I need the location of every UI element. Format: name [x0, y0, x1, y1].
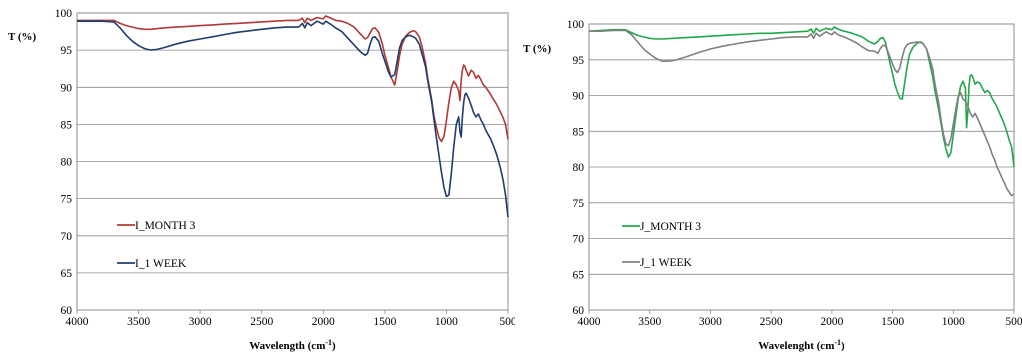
chart-0-legend-label-1: I_MONTH 3 [135, 220, 196, 232]
chart-1-x-tick-label: 2000 [820, 316, 843, 328]
chart-0-y-tick-label: 85 [61, 119, 73, 131]
chart-1-x-axis-label: Wavelenght (cm-1) [758, 338, 845, 353]
chart-0-series-line-2 [77, 20, 509, 218]
chart-panel-i: 60 65 70 75 80 85 90 95 100 4000 3500 3000 2500 2000 1… [8, 8, 515, 353]
chart-1-legend-label-2: J_1 WEEK [640, 257, 693, 269]
chart-1-y-tick-label: 85 [573, 126, 585, 138]
chart-1-y-tick-label: 60 [573, 305, 585, 317]
chart-1-y-tick-label: 70 [573, 234, 585, 246]
chart-0-y-tick-label: 65 [61, 268, 73, 280]
chart-0-y-tick-label: 75 [61, 194, 73, 206]
chart-1-y-tick-label: 95 [573, 55, 585, 67]
chart-0-x-axis-label: Wavelength (cm-1) [249, 338, 336, 353]
chart-panel-j: 60 65 70 75 80 85 90 95 100 4000 3500 3000 2500 2000 1… [515, 0, 1022, 354]
chart-1-x-tick-label: 3000 [699, 316, 722, 328]
chart-0-series-line-1 [77, 15, 509, 143]
chart-0-x-tick-label: 500 [499, 316, 515, 328]
chart-1-x-tick-label: 1500 [881, 316, 904, 328]
chart-0-y-tick-label: 90 [61, 82, 73, 94]
chart-0-plot-frame [76, 12, 509, 311]
chart-1-x-tick-label: 3500 [638, 316, 661, 328]
chart-1-y-tick-label: 75 [573, 198, 585, 210]
chart-0-x-tick-label: 3500 [127, 316, 150, 328]
chart-0-legend-label-2: I_1 WEEK [135, 258, 187, 270]
chart-0-y-axis-label: T (%) [8, 31, 37, 43]
chart-0-x-tick-label: 2500 [250, 316, 273, 328]
chart-0-y-tick-label: 95 [61, 45, 73, 57]
chart-1-legend-label-1: J_MONTH 3 [640, 221, 701, 233]
chart-i-svg: 60 65 70 75 80 85 90 95 100 4000 3500 3000 2500 2000 1… [8, 8, 515, 353]
chart-0-x-tick-label: 2000 [312, 316, 335, 328]
chart-1-y-tick-label: 100 [567, 19, 585, 31]
chart-1-x-tick-label: 4000 [578, 316, 601, 328]
chart-1-y-axis-label: T (%) [523, 43, 552, 55]
chart-0-x-tick-label: 1000 [435, 316, 458, 328]
chart-1-x-tick-label: 500 [1005, 316, 1022, 328]
chart-1-y-tick-label: 80 [573, 162, 585, 174]
chart-1-x-tick-label: 1000 [942, 316, 965, 328]
chart-0-x-tick-label: 1500 [373, 316, 396, 328]
chart-1-y-tick-label: 65 [573, 269, 585, 281]
chart-1-series-line-1 [588, 26, 1015, 168]
chart-0-y-tick-label: 60 [61, 305, 73, 317]
chart-0-y-tick-label: 100 [55, 8, 73, 20]
chart-0-y-tick-label: 80 [61, 157, 73, 169]
chart-0-x-tick-label: 3000 [189, 316, 212, 328]
chart-1-x-tick-label: 2500 [760, 316, 783, 328]
chart-j-svg: 60 65 70 75 80 85 90 95 100 4000 3500 3000 2500 2000 1… [523, 19, 1022, 353]
chart-0-y-tick-label: 70 [61, 231, 73, 243]
chart-0-x-tick-label: 4000 [66, 316, 89, 328]
chart-1-series-line-2 [589, 29, 1015, 197]
chart-1-y-tick-label: 90 [573, 91, 585, 103]
